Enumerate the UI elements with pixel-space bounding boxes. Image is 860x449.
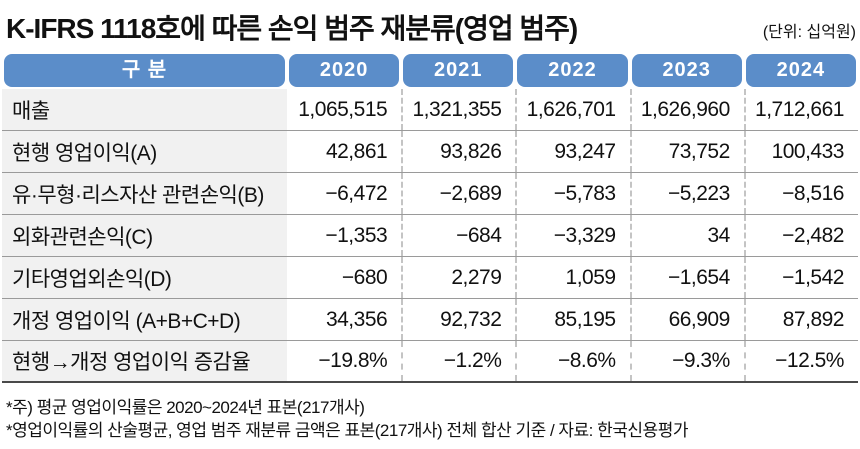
footnotes: *주) 평균 영업이익률은 2020~2024년 표본(217개사) *영업이익… bbox=[2, 383, 858, 442]
column-header-2023: 2023 bbox=[631, 54, 742, 87]
row-label: 현행 영업이익(A) bbox=[2, 131, 287, 172]
value-cell: −8,516 bbox=[743, 173, 858, 214]
value-cell: −2,689 bbox=[401, 173, 515, 214]
title-bar: K-IFRS 1118호에 따른 손익 범주 재분류(영업 범주) (단위: 십… bbox=[2, 6, 858, 54]
value-cell: −1.2% bbox=[401, 341, 515, 381]
value-cell: −6,472 bbox=[325, 181, 388, 205]
value-cell: 2,279 bbox=[401, 257, 515, 298]
value-cell: 34 bbox=[629, 215, 744, 256]
value-cell: −8.6% bbox=[515, 341, 629, 381]
value-cell: 93,826 bbox=[401, 131, 515, 172]
value-cell: 42,861 bbox=[325, 139, 388, 163]
value-cell: 92,732 bbox=[401, 299, 515, 340]
column-header-2020: 2020 bbox=[289, 54, 400, 87]
value-cell: 1,712,661 bbox=[743, 89, 858, 130]
value-cell: −1,353 bbox=[325, 223, 388, 247]
column-header-2024: 2024 bbox=[745, 54, 856, 87]
value-cell: 100,433 bbox=[743, 131, 858, 172]
footnote-line-1: *주) 평균 영업이익률은 2020~2024년 표본(217개사) bbox=[6, 398, 365, 417]
row-label: 기타영업외손익(D) bbox=[2, 257, 287, 298]
value-cell: 73,752 bbox=[629, 131, 744, 172]
value-cell: 1,065,515 bbox=[298, 97, 388, 121]
page-title: K-IFRS 1118호에 따른 손익 범주 재분류(영업 범주) bbox=[6, 13, 578, 45]
footnote-line-2: *영업이익률의 산술평균, 영업 범주 재분류 금액은 표본(217개사) 전체… bbox=[6, 421, 688, 440]
value-cell: −3,329 bbox=[515, 215, 629, 256]
table-header-row: 구 분 2020 2021 2022 2023 2024 bbox=[2, 54, 858, 87]
table-row-change-rate: 현행→개정 영업이익 증감율 −19.8% −1.2% −8.6% −9.3% … bbox=[2, 341, 858, 383]
value-cell: 85,195 bbox=[515, 299, 629, 340]
row-label: 매출 bbox=[2, 89, 287, 130]
table-row-revised-operating-profit: 개정 영업이익 (A+B+C+D) 34,356 92,732 85,195 6… bbox=[2, 299, 858, 341]
value-cell: −1,542 bbox=[743, 257, 858, 298]
value-cell: 1,626,960 bbox=[629, 89, 744, 130]
value-cell: −12.5% bbox=[743, 341, 858, 381]
value-cell: −680 bbox=[341, 265, 388, 289]
table-row-revenue: 매출 1,065,515 1,321,355 1,626,701 1,626,9… bbox=[2, 89, 858, 131]
value-cell: −9.3% bbox=[629, 341, 744, 381]
value-cell: −684 bbox=[401, 215, 515, 256]
row-label: 외화관련손익(C) bbox=[2, 215, 287, 256]
column-header-2022: 2022 bbox=[517, 54, 628, 87]
value-cell: 34,356 bbox=[325, 307, 388, 331]
table-row-current-operating-profit: 현행 영업이익(A) 42,861 93,826 93,247 73,752 1… bbox=[2, 131, 858, 173]
table-row-other-nonoperating-pl: 기타영업외손익(D) −680 2,279 1,059 −1,654 −1,54… bbox=[2, 257, 858, 299]
table-row-asset-related-pl: 유·무형·리스자산 관련손익(B) −6,472 −2,689 −5,783 −… bbox=[2, 173, 858, 215]
column-header-category: 구 분 bbox=[4, 54, 285, 87]
value-cell: 66,909 bbox=[629, 299, 744, 340]
value-cell: 1,626,701 bbox=[515, 89, 629, 130]
value-cell: 93,247 bbox=[515, 131, 629, 172]
row-label: 현행→개정 영업이익 증감율 bbox=[2, 341, 287, 381]
value-cell: −1,654 bbox=[629, 257, 744, 298]
unit-note: (단위: 십억원) bbox=[762, 24, 856, 41]
value-cell: −19.8% bbox=[318, 349, 388, 372]
table-row-fx-related-pl: 외화관련손익(C) −1,353 −684 −3,329 34 −2,482 bbox=[2, 215, 858, 257]
value-cell: −5,783 bbox=[515, 173, 629, 214]
value-cell: −2,482 bbox=[743, 215, 858, 256]
value-cell: 1,059 bbox=[515, 257, 629, 298]
row-label: 유·무형·리스자산 관련손익(B) bbox=[2, 173, 287, 214]
column-header-2021: 2021 bbox=[403, 54, 514, 87]
value-cell: 1,321,355 bbox=[401, 89, 515, 130]
row-label: 개정 영업이익 (A+B+C+D) bbox=[2, 299, 287, 340]
data-table: 구 분 2020 2021 2022 2023 2024 매출 1,065,51… bbox=[2, 54, 858, 383]
value-cell: 87,892 bbox=[743, 299, 858, 340]
value-cell: −5,223 bbox=[629, 173, 744, 214]
